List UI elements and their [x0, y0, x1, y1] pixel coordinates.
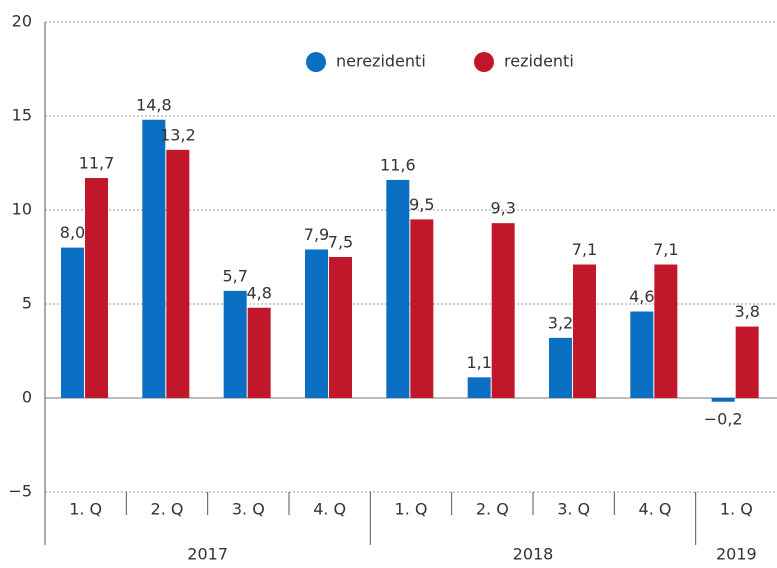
x-tick-label: 4. Q: [639, 500, 672, 519]
bar: [329, 257, 352, 398]
bar: [735, 326, 759, 398]
x-tick-label: 3. Q: [557, 500, 590, 519]
value-label: 1,1: [466, 353, 491, 372]
bar: [654, 264, 678, 398]
bar: [573, 264, 596, 398]
value-label: 13,2: [160, 125, 196, 144]
y-tick-label: 5: [22, 294, 32, 313]
bar: [491, 223, 515, 398]
bar: [166, 149, 190, 398]
value-label: 9,3: [490, 199, 515, 218]
bar: [85, 178, 108, 398]
y-tick-label: 10: [12, 200, 32, 219]
bar: [247, 307, 271, 398]
legend-label: rezidenti: [504, 52, 574, 71]
x-tick-label: 1. Q: [69, 500, 102, 519]
bar: [61, 247, 84, 398]
bar: [386, 179, 410, 398]
value-label: 7,5: [328, 233, 353, 252]
value-label: −0,2: [704, 409, 743, 428]
value-label: 11,6: [380, 155, 416, 174]
group-label: 2017: [187, 545, 228, 564]
value-label: 5,7: [222, 266, 247, 285]
value-label: 7,1: [572, 240, 597, 259]
value-label: 8,0: [60, 223, 85, 242]
x-tick-label: 4. Q: [313, 500, 346, 519]
value-label: 3,8: [734, 302, 759, 321]
x-tick-label: 2. Q: [151, 500, 184, 519]
group-label: 2018: [513, 545, 554, 564]
value-label: 11,7: [79, 154, 115, 173]
bar: [467, 377, 491, 398]
x-tick-label: 2. Q: [476, 500, 509, 519]
bar: [630, 311, 654, 398]
y-tick-label: 0: [22, 388, 32, 407]
value-label: 3,2: [548, 313, 573, 332]
value-label: 4,6: [629, 287, 654, 306]
value-label: 7,1: [653, 240, 678, 259]
legend-marker: [474, 52, 494, 72]
group-label: 2019: [716, 545, 757, 564]
bar: [305, 249, 328, 398]
y-tick-label: −5: [8, 482, 32, 501]
bar: [223, 290, 247, 398]
legend-marker: [306, 52, 326, 72]
y-tick-label: 15: [12, 106, 32, 125]
bar: [142, 119, 166, 398]
x-tick-label: 3. Q: [232, 500, 265, 519]
value-label: 14,8: [136, 95, 172, 114]
value-label: 9,5: [409, 195, 434, 214]
bar: [549, 337, 572, 398]
x-tick-label: 1. Q: [720, 500, 753, 519]
legend-label: nerezidenti: [336, 52, 426, 71]
value-label: 4,8: [246, 283, 271, 302]
x-tick-label: 1. Q: [395, 500, 428, 519]
y-tick-label: 20: [12, 12, 32, 31]
value-label: 7,9: [304, 225, 329, 244]
bar: [711, 398, 735, 402]
bar: [410, 219, 434, 398]
